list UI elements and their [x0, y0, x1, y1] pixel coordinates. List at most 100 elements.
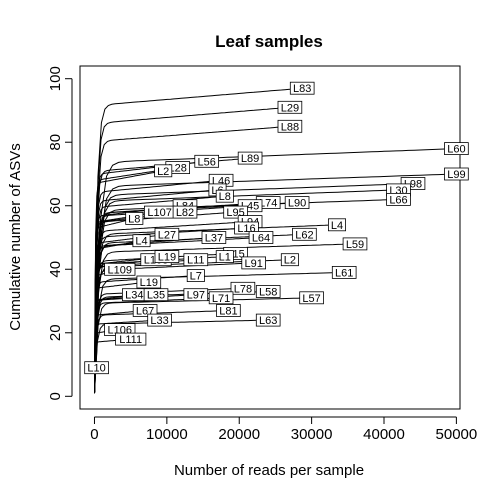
curve-label-l8: L8 [219, 191, 231, 203]
curve-label-l11: L11 [187, 255, 205, 267]
x-axis-label: Number of reads per sample [174, 462, 364, 479]
curve-label-box [241, 256, 267, 270]
curve-label-box [277, 119, 303, 133]
curve-l30 [94, 189, 399, 394]
curve-label-l91: L91 [245, 258, 263, 270]
curve-label-l28: L28 [169, 163, 187, 175]
curve-l94 [94, 221, 251, 394]
curve-label-l57: L57 [302, 293, 320, 305]
curve-label-l2: L2 [284, 255, 296, 267]
curve-label-l4: L4 [135, 236, 147, 248]
curve-label-box [237, 151, 263, 165]
curve-label-box [208, 291, 234, 305]
y-axis-label: Cumulative number of ASVs [7, 143, 24, 331]
curve-label-l60: L60 [447, 144, 465, 156]
curve-l99 [94, 173, 457, 394]
curve-label-l37: L37 [205, 233, 223, 245]
curve-label-box [143, 288, 169, 302]
curve-label-l10: L10 [87, 363, 105, 375]
curve-label-group: L83L29L88L60L99L98L30L66L89L56L28L2L46L6… [84, 81, 469, 375]
curve-label-l71: L71 [212, 293, 230, 305]
curve-label-box [216, 304, 241, 317]
curve-label-l97: L97 [187, 290, 205, 302]
curve-l6 [94, 189, 218, 394]
curve-label-l35: L35 [147, 290, 165, 302]
curve-label-l4: L4 [331, 220, 343, 232]
curve-label-l33: L33 [150, 315, 168, 327]
curve-label-l82: L82 [176, 207, 194, 219]
curve-label-box [154, 250, 180, 264]
curve-label-l8: L8 [128, 213, 140, 225]
curve-label-l107: L107 [147, 207, 171, 219]
curve-l29 [94, 106, 290, 394]
curve-label-box [183, 253, 209, 267]
plot-frame [79, 65, 461, 410]
x-tick-label: 40000 [363, 426, 405, 443]
curve-label-box [132, 234, 151, 248]
curve-label-l66: L66 [389, 194, 407, 206]
x-tick-label: 30000 [291, 426, 333, 443]
curve-label-l90: L90 [288, 198, 306, 210]
x-tick-label: 50000 [436, 426, 478, 443]
y-tick-label: 80 [47, 134, 64, 151]
curve-label-box [277, 100, 303, 114]
y-tick-label: 0 [47, 392, 64, 400]
chart-title: Leaf samples [215, 32, 323, 51]
curve-label-box [292, 227, 317, 241]
y-tick-label: 40 [47, 261, 64, 278]
curve-label-l61: L61 [335, 267, 353, 279]
curve-label-l34: L34 [125, 290, 143, 302]
x-tick-label: 20000 [218, 426, 260, 443]
curve-label-box [255, 313, 281, 327]
curve-label-box [201, 231, 227, 244]
curve-label-l58: L58 [259, 287, 277, 299]
curve-label-box [194, 154, 220, 168]
curve-label-box [132, 304, 158, 317]
y-tick-label: 100 [47, 66, 64, 91]
curve-l71 [94, 297, 222, 394]
curve-label-box [386, 192, 411, 206]
curve-label-box [444, 142, 469, 156]
curve-label-box [280, 253, 299, 267]
curve-label-l99: L99 [447, 169, 465, 181]
curve-label-box [331, 265, 357, 279]
curve-l4 [94, 224, 338, 394]
curve-label-box [136, 275, 162, 289]
curve-label-box [186, 269, 205, 283]
curve-l46 [94, 179, 222, 394]
curve-label-l59: L59 [346, 239, 364, 251]
curve-l83 [94, 87, 303, 394]
curve-l61 [94, 271, 345, 394]
curve-label-box [172, 205, 198, 219]
curve-label-box [125, 211, 144, 225]
curve-label-box [183, 288, 209, 302]
curve-label-box [289, 81, 315, 95]
curve-label-l2: L2 [157, 166, 169, 178]
curve-label-l19: L19 [158, 252, 176, 264]
curve-label-l111: L111 [119, 334, 142, 346]
y-tick-label: 20 [47, 324, 64, 341]
curve-label-l74: L74 [259, 198, 277, 210]
curve-l78 [94, 287, 243, 394]
curve-label-l89: L89 [241, 153, 259, 165]
curve-l81 [94, 310, 229, 394]
curve-label-l56: L56 [198, 156, 216, 168]
curve-label-box [248, 231, 274, 244]
curve-label-l83: L83 [293, 83, 311, 95]
y-axis: 0 20 40 60 80 100 [47, 66, 73, 400]
curve-label-box [230, 281, 256, 295]
curve-label-l62: L62 [295, 229, 313, 241]
curve-label-l78: L78 [234, 283, 252, 295]
curve-label-box [255, 285, 281, 298]
curve-label-box [154, 164, 173, 178]
curve-label-l27: L27 [158, 229, 176, 241]
curve-label-l19: L19 [140, 277, 158, 289]
curve-l8 [94, 195, 225, 394]
curve-label-box [234, 221, 259, 235]
curve-label-box [104, 262, 136, 276]
curve-label-l109: L109 [108, 264, 132, 276]
curve-label-box [342, 237, 368, 251]
curve-label-l81: L81 [219, 306, 237, 318]
curve-label-box [299, 291, 324, 305]
